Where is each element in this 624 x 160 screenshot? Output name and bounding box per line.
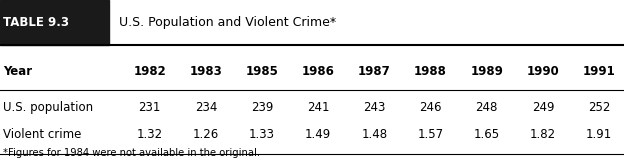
- Text: U.S. population: U.S. population: [3, 101, 93, 114]
- Text: 252: 252: [588, 101, 610, 114]
- Text: 1.32: 1.32: [137, 128, 163, 141]
- Text: 1.48: 1.48: [361, 128, 388, 141]
- Text: 1983: 1983: [190, 65, 222, 78]
- Text: 1.49: 1.49: [305, 128, 331, 141]
- Text: Violent crime: Violent crime: [3, 128, 82, 141]
- Text: 1988: 1988: [414, 65, 447, 78]
- Text: 241: 241: [307, 101, 329, 114]
- Text: 1990: 1990: [527, 65, 559, 78]
- Text: 1.33: 1.33: [249, 128, 275, 141]
- Text: U.S. Population and Violent Crime*: U.S. Population and Violent Crime*: [119, 16, 336, 29]
- Text: 1982: 1982: [134, 65, 166, 78]
- Text: 249: 249: [532, 101, 554, 114]
- Text: 1985: 1985: [246, 65, 278, 78]
- Text: 1986: 1986: [302, 65, 334, 78]
- Text: 1.91: 1.91: [586, 128, 612, 141]
- Text: 1.26: 1.26: [193, 128, 219, 141]
- FancyBboxPatch shape: [0, 0, 109, 45]
- Text: 231: 231: [139, 101, 161, 114]
- Text: 1.65: 1.65: [474, 128, 500, 141]
- Text: 1991: 1991: [583, 65, 615, 78]
- Text: 239: 239: [251, 101, 273, 114]
- Text: 248: 248: [475, 101, 498, 114]
- Text: TABLE 9.3: TABLE 9.3: [3, 16, 69, 29]
- Text: 1.82: 1.82: [530, 128, 556, 141]
- Text: 246: 246: [419, 101, 442, 114]
- Text: *Figures for 1984 were not available in the original.: *Figures for 1984 were not available in …: [3, 148, 260, 158]
- Text: 1987: 1987: [358, 65, 391, 78]
- Text: Year: Year: [3, 65, 32, 78]
- Text: 1989: 1989: [470, 65, 503, 78]
- Text: 1.57: 1.57: [417, 128, 444, 141]
- Text: 243: 243: [363, 101, 386, 114]
- Text: 234: 234: [195, 101, 217, 114]
